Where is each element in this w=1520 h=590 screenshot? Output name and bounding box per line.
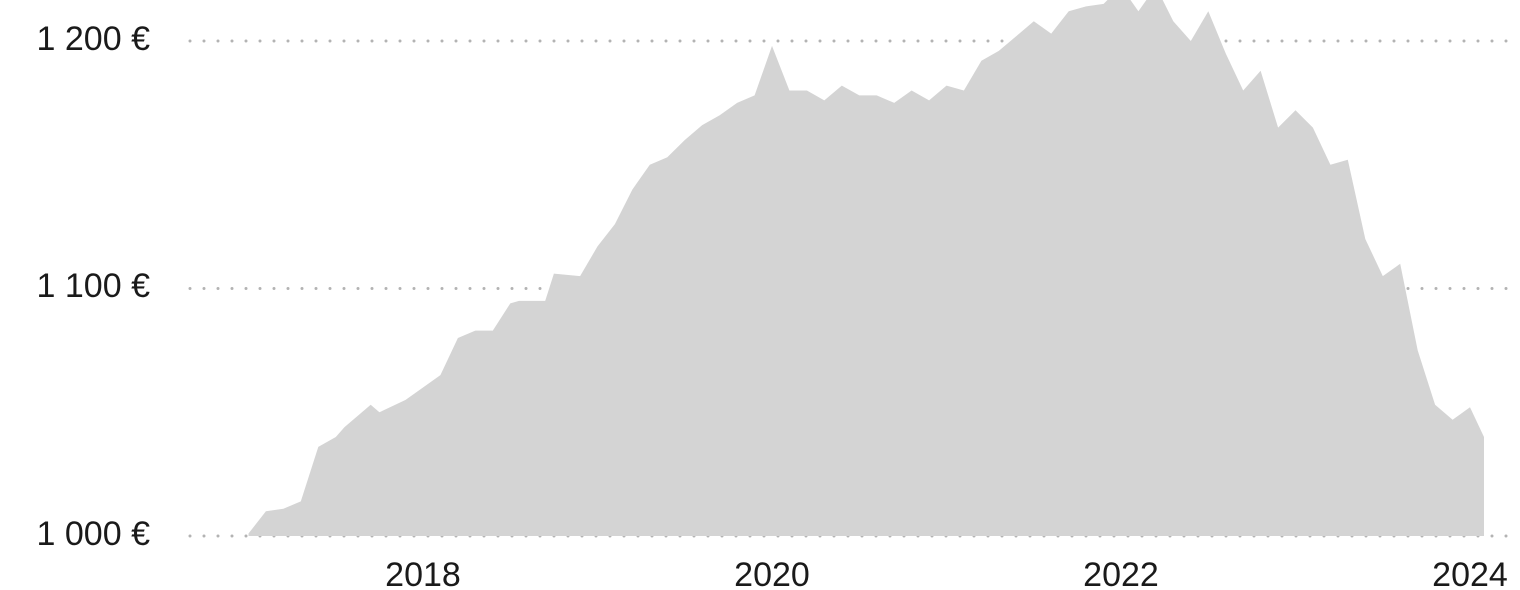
x-tick-label-2018: 2018 bbox=[385, 556, 461, 590]
y-axis: 1 000 € 1 100 € 1 200 € bbox=[37, 20, 151, 553]
x-tick-label-2024: 2024 bbox=[1432, 556, 1508, 590]
x-tick-label-2020: 2020 bbox=[734, 556, 810, 590]
y-tick-label-1000: 1 000 € bbox=[37, 515, 151, 553]
y-tick-label-1200: 1 200 € bbox=[37, 20, 151, 58]
x-axis: 2018 2020 2022 2024 bbox=[385, 556, 1508, 590]
x-tick-label-2022: 2022 bbox=[1083, 556, 1159, 590]
area-series bbox=[248, 0, 1484, 536]
y-tick-label-1100: 1 100 € bbox=[37, 267, 151, 305]
